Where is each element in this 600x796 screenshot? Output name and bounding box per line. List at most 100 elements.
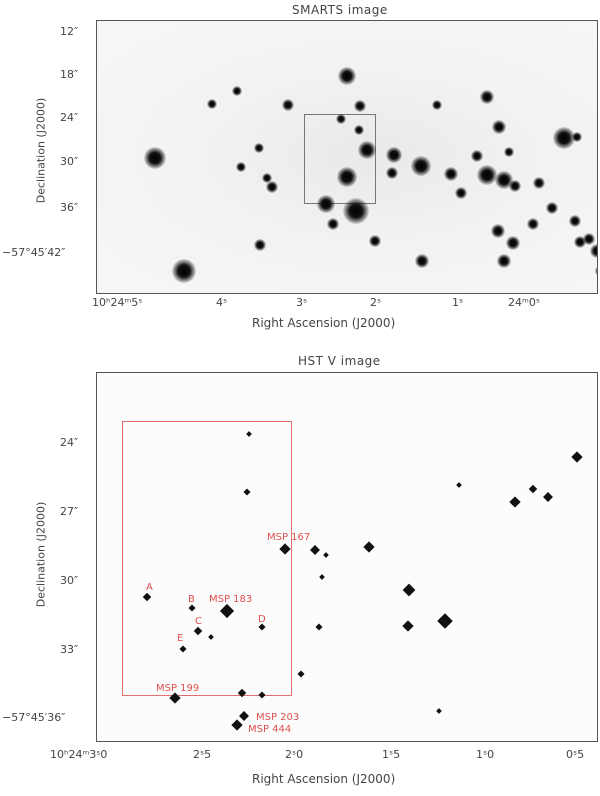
star — [527, 218, 539, 230]
star — [338, 67, 356, 85]
star — [327, 218, 339, 230]
star — [317, 195, 335, 213]
star-label-msp444: MSP 444 — [248, 724, 292, 735]
top-x-label: Right Ascension (J2000) — [252, 316, 396, 330]
star — [254, 239, 266, 251]
star — [533, 177, 545, 189]
star — [297, 670, 305, 678]
top-x-tick: 10ʰ24ᵐ5ˢ — [92, 296, 143, 309]
star — [553, 127, 575, 149]
star — [402, 583, 416, 597]
bottom-x-tick: 0ˢ5 — [566, 748, 585, 761]
star — [207, 99, 217, 109]
star — [590, 244, 597, 258]
star — [509, 496, 521, 508]
star — [386, 167, 398, 179]
star-label-msp167: MSP 167 — [267, 532, 311, 543]
top-x-tick: 1ˢ — [452, 296, 464, 309]
star — [415, 254, 429, 268]
star — [528, 484, 538, 494]
star — [386, 147, 402, 163]
star-label-a: A — [146, 582, 153, 593]
star-label-msp199: MSP 199 — [156, 683, 200, 694]
star — [456, 482, 462, 488]
star — [315, 623, 323, 631]
top-y-tick: 30″ — [60, 155, 79, 168]
star — [358, 141, 376, 159]
star — [455, 187, 467, 199]
star — [232, 86, 242, 96]
star — [506, 236, 520, 250]
star-label-b: B — [188, 594, 195, 605]
bottom-y-tick: 33″ — [60, 643, 79, 656]
star — [336, 114, 346, 124]
star — [437, 613, 453, 629]
top-y-tick: −57°45′42″ — [2, 246, 66, 259]
star — [436, 708, 442, 714]
star — [583, 233, 595, 245]
bottom-y-tick: 27″ — [60, 505, 79, 518]
star — [236, 162, 246, 172]
star — [323, 552, 329, 558]
star — [595, 265, 597, 277]
star — [337, 167, 357, 187]
star-label-c: C — [195, 616, 202, 627]
star — [546, 202, 558, 214]
star — [343, 198, 369, 224]
bottom-y-tick: 24″ — [60, 436, 79, 449]
star — [319, 574, 325, 580]
bottom-y-tick: 30″ — [60, 574, 79, 587]
star — [239, 711, 249, 721]
star — [471, 150, 483, 162]
top-x-tick: 24ᵐ0ˢ — [508, 296, 540, 309]
star — [266, 181, 278, 193]
star — [254, 143, 264, 153]
star — [310, 545, 320, 555]
star — [497, 254, 511, 268]
star — [369, 235, 381, 247]
top-y-tick: 12″ — [60, 25, 79, 38]
star — [354, 100, 366, 112]
star-label-msp203: MSP 203 — [256, 712, 300, 723]
top-y-tick: 36″ — [60, 201, 79, 214]
top-panel-title: SMARTS image — [292, 3, 388, 17]
bottom-panel-title: HST V image — [298, 354, 381, 368]
star — [569, 215, 581, 227]
star-label-e: E — [177, 633, 184, 644]
hst-image: A B MSP 183 C D E MSP 167 MSP 199 MSP 20… — [96, 372, 598, 742]
star — [144, 147, 166, 169]
star — [354, 125, 364, 135]
bottom-y-tick: −57°45′36″ — [2, 711, 66, 724]
star — [495, 171, 513, 189]
zoom-region-box — [304, 114, 376, 204]
top-y-label: Declination (J2000) — [34, 97, 48, 204]
top-x-tick: 2ˢ — [370, 296, 382, 309]
bottom-x-tick: 10ʰ24ᵐ3ˢ0 — [50, 748, 108, 761]
bottom-y-label: Declination (J2000) — [34, 501, 48, 608]
top-x-tick: 3ˢ — [296, 296, 308, 309]
star-label-d: D — [258, 614, 266, 625]
bottom-x-label: Right Ascension (J2000) — [252, 772, 396, 786]
star — [282, 99, 294, 111]
star — [402, 620, 414, 632]
star — [571, 451, 583, 463]
star — [480, 90, 494, 104]
top-y-tick: 24″ — [60, 111, 79, 124]
smarts-image — [96, 20, 598, 294]
bottom-x-tick: 1ˢ5 — [382, 748, 401, 761]
star — [172, 259, 196, 283]
star — [572, 132, 582, 142]
star — [543, 492, 553, 502]
bottom-x-tick: 1ˢ0 — [476, 748, 495, 761]
star — [432, 100, 442, 110]
star — [262, 173, 272, 183]
smarts-region-box — [122, 421, 292, 696]
star — [509, 180, 521, 192]
star — [491, 224, 505, 238]
star — [363, 541, 375, 553]
bottom-x-tick: 2ˢ0 — [285, 748, 304, 761]
bottom-x-tick: 2ˢ5 — [193, 748, 212, 761]
star — [477, 165, 497, 185]
star — [492, 120, 506, 134]
top-x-tick: 4ˢ — [216, 296, 228, 309]
